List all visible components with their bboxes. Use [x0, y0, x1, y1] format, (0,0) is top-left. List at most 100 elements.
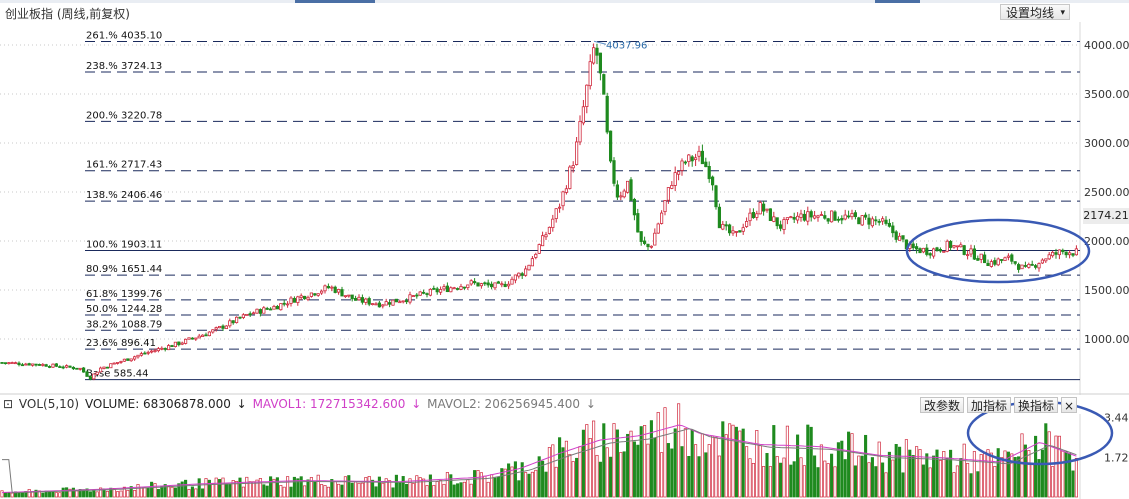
volume-bar [146, 487, 150, 498]
volume-bar [734, 426, 738, 498]
candle-body [139, 353, 143, 356]
volume-bar [275, 477, 279, 498]
volume-bar [935, 449, 939, 498]
y-tick-label: 1000.00 [1084, 333, 1129, 346]
volume-bar [741, 428, 745, 498]
volume-bar [816, 467, 820, 498]
mavol1-line [1, 424, 1077, 494]
candle-body [921, 247, 926, 253]
candle-body [758, 202, 762, 215]
candle-body [7, 362, 11, 365]
candle-body [738, 230, 742, 233]
candle-body [381, 304, 385, 307]
volume-bar [578, 446, 582, 498]
volume-bar [367, 476, 371, 498]
switch-indicator-button[interactable]: 换指标 [1014, 397, 1059, 413]
vol-tick-label: 1.72 [1104, 451, 1129, 464]
candle-body [660, 212, 664, 224]
vol-tick-label: 3.44 [1104, 412, 1129, 425]
close-icon[interactable]: × [1061, 397, 1077, 413]
volume-bar [1074, 457, 1078, 498]
candle-body [745, 221, 749, 227]
candle-body [336, 289, 341, 293]
volume-bar [534, 469, 538, 498]
fib-label: 238.% 3724.13 [86, 61, 162, 72]
candle-body [163, 348, 167, 350]
candle-body [796, 215, 800, 221]
volume-bar [0, 490, 4, 498]
volume-bar [639, 426, 643, 498]
candle-body [258, 309, 263, 314]
candle-body [122, 358, 126, 362]
candle-body [602, 74, 606, 95]
candle-body [1047, 254, 1051, 260]
candle-body [945, 240, 949, 252]
candle-body [666, 187, 671, 201]
candle-body [48, 366, 52, 368]
candle-body [819, 214, 824, 216]
candle-body [850, 213, 854, 218]
highlight-ellipse [905, 218, 1091, 284]
volume-bar [921, 464, 925, 498]
volume-bar [877, 441, 881, 498]
volume-bar [163, 484, 167, 498]
volume-bar [680, 446, 684, 498]
ma-settings-button[interactable]: 设置均线 ▾ [1000, 4, 1070, 20]
volume-bar [663, 407, 667, 498]
volume-bar [411, 483, 415, 498]
add-indicator-button[interactable]: 加指标 [967, 397, 1012, 413]
volume-bar [938, 460, 942, 498]
volume-bar [979, 454, 983, 498]
candle-body [527, 264, 531, 271]
fib-label: 200.% 3220.78 [86, 110, 162, 121]
active-tab-indicator[interactable] [295, 0, 375, 3]
volume-bar [656, 412, 660, 498]
volume-bar [1071, 470, 1075, 498]
volume-bar [874, 466, 878, 498]
volume-bar [238, 477, 242, 498]
volume-bar [843, 459, 847, 498]
volume-bar [823, 460, 827, 498]
candle-body [469, 280, 473, 285]
volume-bar [476, 470, 480, 498]
modify-params-button[interactable]: 改参数 [920, 397, 965, 413]
volume-bar [7, 492, 11, 498]
volume-bar [377, 476, 381, 498]
candle-body [326, 285, 331, 289]
candle-body [755, 213, 759, 218]
candle-body [782, 219, 786, 230]
candle-body [340, 289, 344, 297]
candle-body [292, 298, 297, 303]
mavol2-line [2, 428, 1077, 494]
candle-body [374, 303, 378, 306]
volume-bar [986, 449, 990, 498]
volume-bar [860, 455, 864, 498]
candle-body [558, 206, 562, 209]
volume-bar [126, 489, 130, 498]
volume-bar [830, 453, 834, 498]
volume-bar [95, 491, 99, 498]
y-tick-label: 3500.00 [1084, 88, 1129, 101]
volume-bar [299, 476, 303, 498]
candle-body [717, 206, 722, 229]
candle-body [245, 313, 249, 316]
volume-bar [1034, 435, 1038, 498]
candle-body [1057, 249, 1061, 256]
candle-body [476, 282, 480, 287]
volume-bar [27, 489, 31, 498]
tab-indicator[interactable] [875, 0, 920, 3]
candle-body [160, 347, 164, 350]
candle-body [789, 216, 793, 219]
volume-bar [649, 420, 653, 498]
candle-body [102, 366, 106, 369]
candle-body [279, 303, 283, 311]
mavol1-value: MAVOL1: 172715342.600 [252, 397, 406, 411]
volume-bar [204, 478, 208, 498]
volume-bar [673, 428, 677, 498]
fib-label: 38.2% 1088.79 [86, 319, 162, 330]
volume-bar [755, 430, 759, 498]
candle-body [421, 291, 426, 294]
volume-bar [320, 484, 324, 498]
candle-body [928, 253, 932, 256]
candle-body [874, 219, 878, 222]
